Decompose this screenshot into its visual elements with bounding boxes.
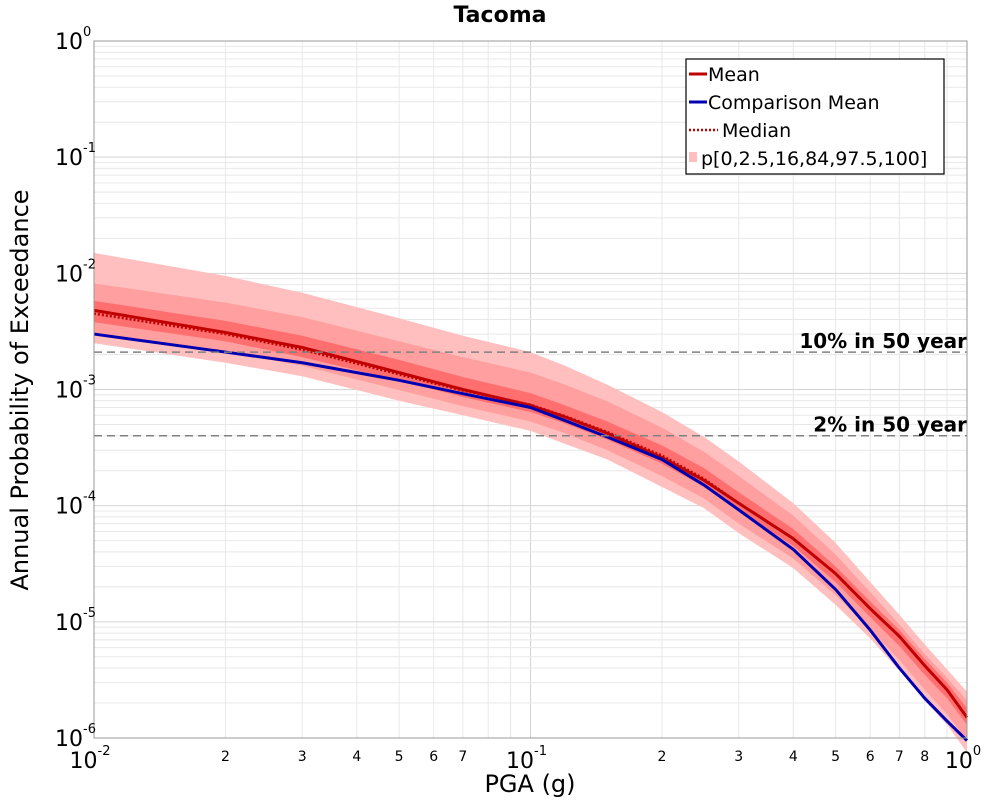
y-tick-label: 10-6	[55, 722, 96, 752]
legend-box	[685, 58, 945, 175]
y-tick-exponent: -1	[83, 141, 96, 156]
y-tick-label: 10-1	[55, 141, 96, 171]
y-tick-exponent: -4	[83, 490, 96, 505]
y-tick-exponent: -3	[83, 374, 96, 389]
legend-label-mean: Mean	[708, 64, 760, 86]
legend-label-percentiles: p[0,2.5,16,84,97.5,100]	[701, 148, 927, 170]
chart-title: Tacoma	[454, 3, 547, 28]
x-tick-label-minor: 2	[221, 749, 230, 765]
y-tick-label: 10-3	[55, 374, 96, 404]
reference-label-1: 10% in 50 year	[799, 329, 967, 353]
x-tick-exponent: -2	[98, 744, 111, 759]
x-axis-label: PGA (g)	[484, 770, 575, 798]
x-tick-label-minor: 4	[352, 749, 361, 765]
x-tick-label-major: 100	[945, 744, 981, 774]
y-axis-label: Annual Probability of Exceedance	[6, 189, 34, 590]
y-tick-exponent: -5	[83, 606, 96, 621]
x-tick-exponent: -1	[534, 744, 547, 759]
y-tick-exponent: -6	[83, 722, 96, 737]
y-tick-label: 100	[55, 25, 91, 55]
y-tick-exponent: -2	[83, 257, 96, 272]
x-tick-exponent: 0	[973, 744, 981, 759]
y-tick-label: 10-2	[55, 257, 96, 287]
legend-label-median: Median	[722, 120, 791, 142]
percentile-band-outer	[94, 252, 967, 753]
legend-label-comparison-mean: Comparison Mean	[708, 92, 880, 114]
x-tick-label-minor: 8	[920, 749, 929, 765]
x-tick-label-minor: 3	[298, 749, 307, 765]
plot-border	[93, 40, 968, 739]
series-line-median	[93, 312, 969, 719]
series-line-comparison-mean	[93, 332, 969, 742]
y-tick-label: 10-5	[55, 606, 96, 636]
data-lines	[93, 308, 969, 742]
percentile-bands	[94, 252, 967, 753]
plot-frame	[93, 40, 968, 739]
x-tick-label-minor: 6	[429, 749, 438, 765]
legend: Mean Comparison Mean Median p[0,2.5,16,8…	[685, 58, 945, 175]
reference-label-2: 2% in 50 year	[813, 413, 967, 437]
x-tick-label-minor: 5	[831, 749, 840, 765]
x-tick-label-minor: 2	[657, 749, 666, 765]
x-tick-label-minor: 7	[458, 749, 467, 765]
x-tick-label-minor: 5	[395, 749, 404, 765]
y-axis-ticks: 100 10-1 10-2 10-3 10-4 10-5 10-6	[55, 25, 96, 752]
x-tick-label-minor: 6	[866, 749, 875, 765]
x-tick-label-minor: 7	[895, 749, 904, 765]
x-tick-label-minor: 4	[789, 749, 798, 765]
legend-swatch-percentiles	[689, 152, 697, 162]
y-tick-exponent: 0	[83, 25, 91, 40]
reference-lines: 10% in 50 year 2% in 50 year	[94, 329, 967, 437]
y-tick-label: 10-4	[55, 490, 96, 520]
x-tick-label-minor: 3	[734, 749, 743, 765]
